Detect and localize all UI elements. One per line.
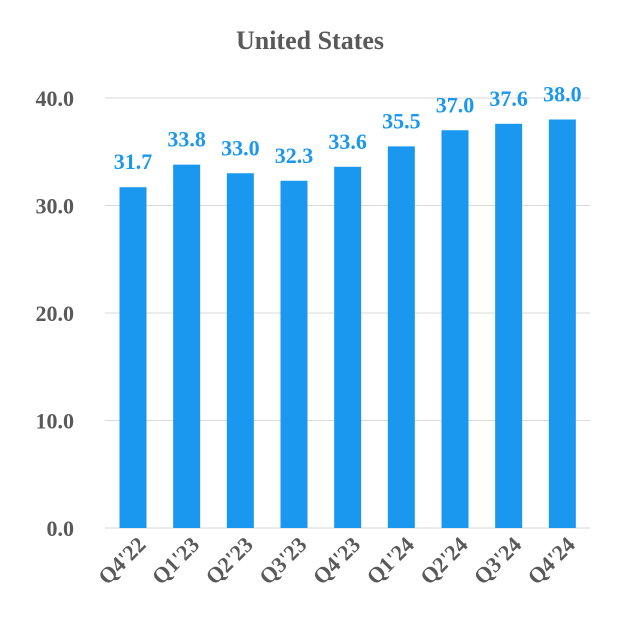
x-tick-label: Q2'24: [415, 532, 472, 589]
data-label: 32.3: [275, 143, 314, 168]
x-tick-label: Q3'23: [254, 532, 311, 589]
chart-title: United States: [235, 26, 385, 55]
data-label: 33.8: [167, 127, 206, 152]
bar: [280, 180, 308, 528]
bar: [548, 119, 576, 528]
y-tick-label: 30.0: [36, 194, 75, 219]
x-tick-label: Q3'24: [469, 532, 526, 589]
bar: [173, 164, 201, 528]
bar: [495, 123, 523, 529]
bar: [441, 130, 469, 528]
x-tick-label: Q1'24: [361, 532, 418, 589]
x-tick-label: Q1'23: [147, 532, 204, 589]
y-tick-label: 10.0: [36, 409, 75, 434]
data-label: 38.0: [543, 82, 582, 107]
bar: [387, 146, 415, 528]
x-tick-label: Q2'23: [200, 532, 257, 589]
bar: [119, 187, 147, 528]
data-label: 35.5: [382, 108, 421, 133]
y-tick-label: 20.0: [36, 301, 75, 326]
data-label: 33.6: [328, 129, 367, 154]
y-tick-label: 40.0: [36, 86, 75, 111]
bar: [334, 166, 362, 529]
data-label: 37.0: [436, 92, 475, 117]
data-label: 31.7: [114, 149, 153, 174]
y-tick-label: 0.0: [47, 516, 75, 541]
bar: [226, 173, 254, 528]
data-label: 33.0: [221, 135, 260, 160]
x-tick-label: Q4'23: [308, 532, 365, 589]
x-tick-label: Q4'24: [522, 532, 579, 589]
x-tick-label: Q4'22: [93, 532, 150, 589]
data-label: 37.6: [489, 86, 528, 111]
